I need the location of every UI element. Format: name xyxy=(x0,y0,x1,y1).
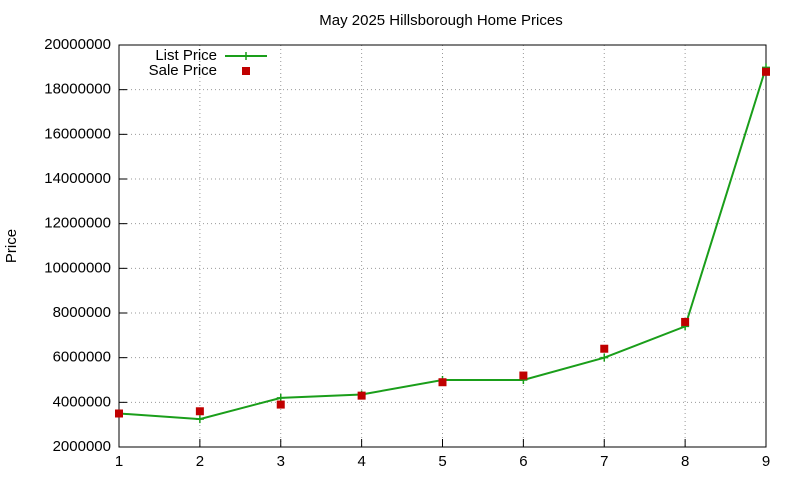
point xyxy=(276,393,285,402)
point xyxy=(195,415,204,424)
point xyxy=(242,67,250,75)
point xyxy=(242,52,250,60)
y-axis-label: Price xyxy=(3,229,20,263)
x-tick-label: 2 xyxy=(196,453,204,470)
x-tick-label: 3 xyxy=(277,453,285,470)
y-tick-label: 2000000 xyxy=(53,438,111,455)
x-tick-label: 9 xyxy=(762,453,770,470)
x-tick-label: 6 xyxy=(519,453,527,470)
point xyxy=(276,400,285,409)
y-tick-label: 6000000 xyxy=(53,349,111,366)
x-tick-label: 1 xyxy=(115,453,123,470)
point xyxy=(762,67,770,76)
point xyxy=(600,353,609,362)
point xyxy=(195,407,204,416)
y-tick-label: 12000000 xyxy=(44,215,111,232)
point xyxy=(681,317,690,326)
x-tick-label: 7 xyxy=(600,453,608,470)
x-tick-label: 5 xyxy=(438,453,446,470)
point xyxy=(357,391,366,400)
x-tick-label: 4 xyxy=(357,453,365,470)
y-tick-label: 18000000 xyxy=(44,81,111,98)
y-tick-label: 10000000 xyxy=(44,259,111,276)
point xyxy=(438,378,447,387)
x-tick-label: 8 xyxy=(681,453,689,470)
y-tick-label: 20000000 xyxy=(44,36,111,53)
legend-label: Sale Price xyxy=(149,62,217,79)
point xyxy=(600,344,609,353)
plot-border xyxy=(118,44,767,448)
y-tick-label: 8000000 xyxy=(53,304,111,321)
y-tick-label: 14000000 xyxy=(44,170,111,187)
chart-title: May 2025 Hillsborough Home Prices xyxy=(319,12,562,29)
y-tick-label: 4000000 xyxy=(53,393,111,410)
y-tick-label: 16000000 xyxy=(44,125,111,142)
point xyxy=(115,409,123,418)
point xyxy=(519,371,528,380)
legend-label: List Price xyxy=(155,47,217,64)
